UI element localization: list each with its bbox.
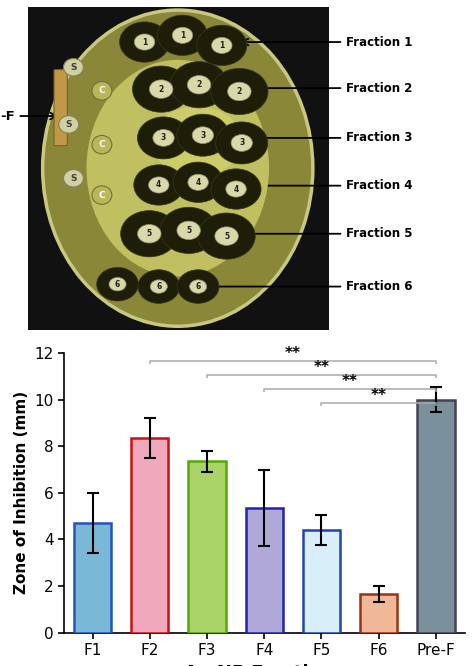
Text: 5: 5 bbox=[147, 229, 152, 238]
Ellipse shape bbox=[138, 270, 180, 304]
Ellipse shape bbox=[197, 25, 247, 65]
FancyBboxPatch shape bbox=[28, 7, 329, 330]
Ellipse shape bbox=[137, 117, 190, 159]
Ellipse shape bbox=[92, 81, 112, 100]
Ellipse shape bbox=[134, 34, 155, 50]
Ellipse shape bbox=[64, 170, 83, 187]
Ellipse shape bbox=[148, 177, 169, 193]
Ellipse shape bbox=[86, 60, 269, 276]
Ellipse shape bbox=[109, 278, 126, 291]
Y-axis label: Zone of Inhibition (mm): Zone of Inhibition (mm) bbox=[14, 392, 29, 594]
Ellipse shape bbox=[120, 210, 178, 257]
Ellipse shape bbox=[215, 227, 238, 245]
Ellipse shape bbox=[177, 114, 229, 157]
Bar bbox=[360, 594, 397, 633]
Text: Fraction 1: Fraction 1 bbox=[242, 35, 412, 49]
Text: C: C bbox=[99, 190, 105, 200]
Ellipse shape bbox=[134, 165, 184, 205]
Text: 1: 1 bbox=[219, 41, 225, 50]
Text: Fraction 5: Fraction 5 bbox=[239, 227, 412, 240]
Text: 5: 5 bbox=[224, 232, 229, 240]
Text: -F: -F bbox=[0, 109, 57, 123]
Ellipse shape bbox=[92, 186, 112, 204]
Text: 6: 6 bbox=[115, 280, 120, 288]
Ellipse shape bbox=[188, 174, 209, 190]
Text: 3: 3 bbox=[200, 131, 206, 140]
Text: 6: 6 bbox=[195, 282, 201, 291]
Text: 4: 4 bbox=[156, 180, 162, 190]
Text: 1: 1 bbox=[142, 37, 147, 47]
Ellipse shape bbox=[150, 280, 167, 293]
Ellipse shape bbox=[228, 82, 251, 101]
Bar bbox=[189, 462, 226, 633]
Ellipse shape bbox=[160, 207, 217, 254]
Text: S: S bbox=[70, 174, 77, 182]
Ellipse shape bbox=[172, 27, 193, 43]
Text: 3: 3 bbox=[161, 133, 166, 143]
Ellipse shape bbox=[177, 270, 219, 304]
Text: Fraction 4: Fraction 4 bbox=[249, 179, 412, 192]
Bar bbox=[303, 530, 340, 633]
Text: **: ** bbox=[371, 388, 387, 403]
Text: 6: 6 bbox=[156, 282, 162, 291]
Ellipse shape bbox=[192, 127, 213, 144]
Ellipse shape bbox=[64, 59, 83, 76]
X-axis label: Ag NP Fractions: Ag NP Fractions bbox=[184, 664, 345, 666]
Ellipse shape bbox=[137, 224, 161, 243]
Text: **: ** bbox=[313, 360, 329, 375]
Text: 3: 3 bbox=[239, 139, 245, 147]
Ellipse shape bbox=[187, 75, 211, 94]
Ellipse shape bbox=[231, 135, 252, 151]
Ellipse shape bbox=[92, 135, 112, 154]
Text: Fraction 2: Fraction 2 bbox=[258, 82, 412, 95]
Text: 2: 2 bbox=[196, 81, 202, 89]
Ellipse shape bbox=[211, 37, 232, 53]
Text: **: ** bbox=[342, 374, 358, 389]
Bar bbox=[246, 508, 283, 633]
Text: S: S bbox=[70, 63, 77, 72]
Ellipse shape bbox=[133, 66, 190, 113]
Bar bbox=[417, 400, 455, 633]
Ellipse shape bbox=[43, 10, 313, 326]
Text: C: C bbox=[99, 140, 105, 149]
Text: Fraction 6: Fraction 6 bbox=[211, 280, 412, 293]
Ellipse shape bbox=[216, 122, 268, 164]
Text: 2: 2 bbox=[158, 85, 164, 94]
Text: S: S bbox=[65, 120, 72, 129]
Text: C: C bbox=[99, 87, 105, 95]
Text: 2: 2 bbox=[237, 87, 242, 96]
Ellipse shape bbox=[149, 80, 173, 99]
Ellipse shape bbox=[97, 267, 138, 301]
Ellipse shape bbox=[198, 213, 255, 259]
Text: Fraction 3: Fraction 3 bbox=[255, 131, 412, 145]
Ellipse shape bbox=[151, 107, 242, 176]
Ellipse shape bbox=[210, 69, 268, 115]
Ellipse shape bbox=[59, 116, 79, 133]
Ellipse shape bbox=[226, 181, 246, 197]
Text: 5: 5 bbox=[186, 226, 191, 235]
Ellipse shape bbox=[173, 162, 223, 202]
Text: 1: 1 bbox=[180, 31, 185, 40]
FancyBboxPatch shape bbox=[54, 70, 67, 146]
Text: 4: 4 bbox=[233, 184, 239, 194]
Bar bbox=[74, 523, 111, 633]
Text: 4: 4 bbox=[195, 178, 201, 186]
Ellipse shape bbox=[119, 22, 170, 62]
Ellipse shape bbox=[153, 129, 174, 147]
Ellipse shape bbox=[211, 169, 261, 209]
Ellipse shape bbox=[190, 280, 207, 293]
Text: **: ** bbox=[285, 346, 301, 361]
Ellipse shape bbox=[157, 15, 208, 55]
Ellipse shape bbox=[170, 62, 228, 108]
Ellipse shape bbox=[177, 221, 201, 240]
Bar bbox=[131, 438, 168, 633]
